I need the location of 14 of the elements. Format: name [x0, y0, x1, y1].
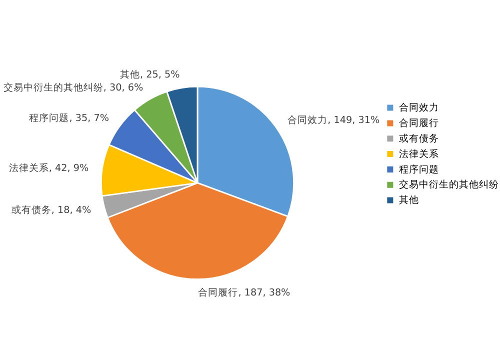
data-label: 程序问题, 35, 7% [29, 112, 109, 124]
legend-label: 合同效力 [398, 102, 439, 114]
legend-label: 合同履行 [398, 117, 439, 130]
legend-label: 法律关系 [398, 148, 439, 160]
legend-label: 程序问题 [398, 163, 439, 176]
legend-label: 其他 [398, 194, 419, 206]
data-label: 其他, 25, 5% [120, 68, 180, 80]
legend-label: 或有债务 [398, 132, 439, 144]
data-label: 或有债务, 18, 4% [11, 204, 92, 216]
legend-label: 交易中衍生的其他纠纷 [398, 178, 499, 191]
data-label: 合同履行, 187, 38% [198, 286, 290, 299]
data-label: 法律关系, 42, 9% [8, 162, 89, 174]
data-label: 合同效力, 149, 31% [288, 114, 380, 126]
data-label: 交易中衍生的其他纠纷, 30, 6% [3, 81, 144, 94]
